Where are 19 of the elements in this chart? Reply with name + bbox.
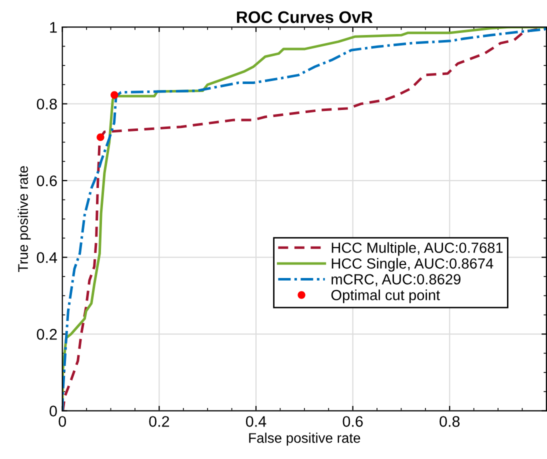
- x-tick-label: 0.2: [149, 416, 170, 427]
- x-tick-label: 0.8: [440, 416, 460, 427]
- legend-label: HCC Multiple, AUC:0.7681: [332, 242, 503, 256]
- x-tick-label: 0.6: [342, 416, 363, 427]
- y-tick-label: 0.4: [36, 252, 58, 263]
- y-tick-label: 1: [50, 22, 57, 33]
- x-tick-label: 0: [58, 416, 66, 427]
- y-tick-label: 0.6: [36, 175, 57, 186]
- y-axis-title: True positive rate: [18, 166, 31, 272]
- x-axis-title: False positive rate: [249, 432, 360, 446]
- legend-label: mCRC, AUC:0.8629: [332, 274, 460, 286]
- line-series: [62, 27, 546, 411]
- chart-title: ROC Curves OvR: [236, 11, 373, 24]
- x-tick-label: 0.4: [246, 416, 266, 427]
- legend-label: Optimal cut point: [331, 290, 440, 304]
- legend-label: HCC Single, AUC:0.8674: [332, 258, 494, 272]
- y-tick-label: 0.2: [36, 328, 57, 340]
- y-tick-label: 0.8: [36, 98, 57, 110]
- y-tick-label: 0: [50, 406, 57, 416]
